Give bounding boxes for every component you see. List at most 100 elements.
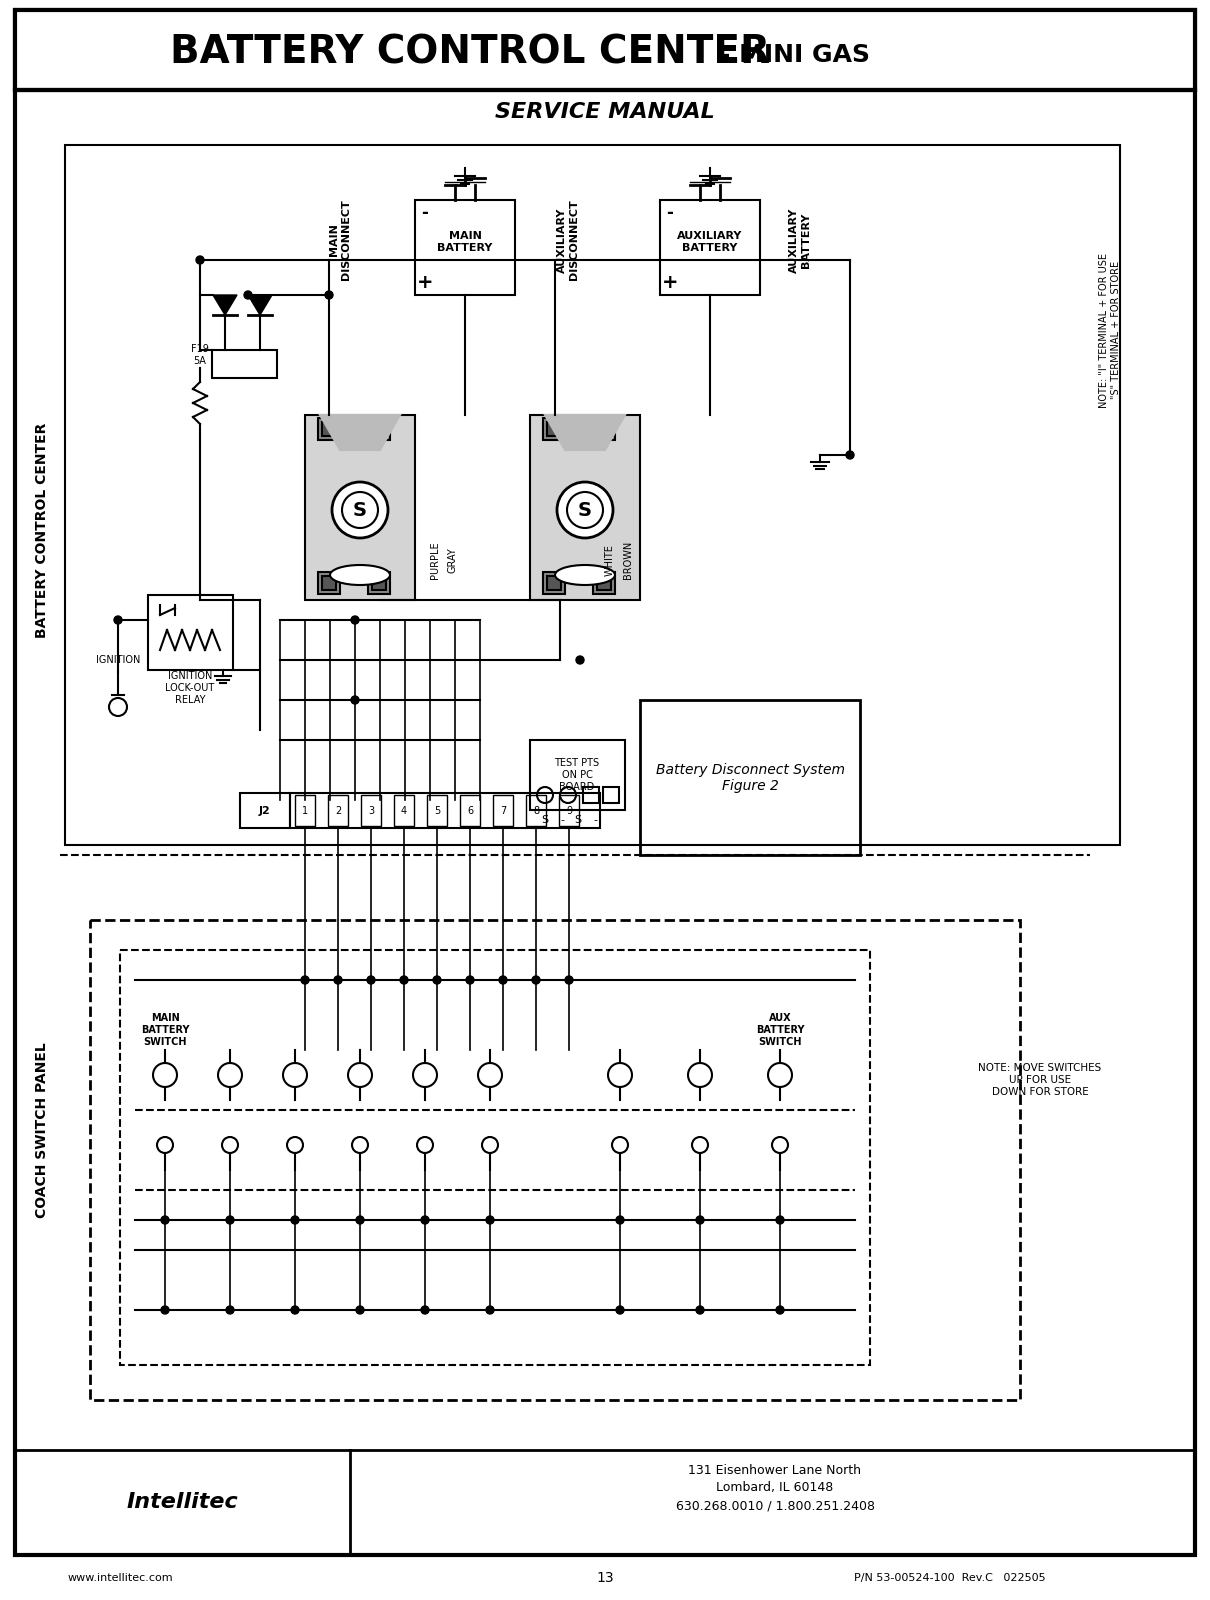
Text: +: + (416, 274, 433, 293)
Text: S: S (575, 814, 582, 826)
Circle shape (401, 976, 408, 984)
Text: Lombard, IL 60148: Lombard, IL 60148 (716, 1482, 834, 1494)
Text: IGNITION: IGNITION (96, 654, 140, 666)
Text: BROWN: BROWN (623, 541, 633, 579)
Polygon shape (248, 294, 272, 315)
Circle shape (696, 1306, 704, 1314)
Bar (583, 787, 599, 803)
Bar (371, 576, 386, 590)
Text: NOTE: MOVE SWITCHES
UP FOR USE
DOWN FOR STORE: NOTE: MOVE SWITCHES UP FOR USE DOWN FOR … (979, 1064, 1101, 1096)
Bar (640, 701, 860, 854)
Text: 13: 13 (597, 1571, 613, 1586)
Circle shape (334, 976, 342, 984)
Circle shape (576, 656, 584, 664)
Bar (460, 795, 480, 826)
Circle shape (290, 1216, 299, 1224)
Bar (427, 795, 446, 826)
Bar (543, 418, 565, 440)
Circle shape (557, 482, 613, 538)
Text: 9: 9 (566, 806, 572, 816)
Circle shape (696, 1216, 704, 1224)
Circle shape (356, 1306, 364, 1314)
Bar (322, 576, 336, 590)
Circle shape (776, 1306, 784, 1314)
Bar (526, 795, 546, 826)
Text: PURPLE: PURPLE (430, 541, 440, 579)
Circle shape (226, 1306, 234, 1314)
Bar (290, 794, 600, 829)
Bar (394, 795, 414, 826)
Text: -: - (593, 814, 597, 826)
Bar (659, 200, 760, 294)
Text: 2: 2 (335, 806, 341, 816)
Circle shape (351, 616, 359, 624)
Polygon shape (319, 414, 401, 450)
Circle shape (466, 976, 474, 984)
Bar (318, 573, 340, 594)
Bar (120, 950, 870, 1365)
Text: 7: 7 (500, 806, 506, 816)
Text: MAIN
DISCONNECT: MAIN DISCONNECT (329, 200, 351, 280)
Polygon shape (544, 414, 626, 450)
Circle shape (367, 976, 375, 984)
Text: COACH SWITCH PANEL: COACH SWITCH PANEL (35, 1042, 48, 1218)
Bar (593, 418, 615, 440)
Circle shape (161, 1216, 169, 1224)
Text: S: S (353, 501, 367, 520)
Text: AUXILIARY
BATTERY: AUXILIARY BATTERY (789, 208, 811, 272)
Text: 4: 4 (401, 806, 407, 816)
Circle shape (356, 1216, 364, 1224)
Text: IGNITION
LOCK-OUT
RELAY: IGNITION LOCK-OUT RELAY (166, 672, 214, 704)
Bar (90, 920, 1020, 1400)
Ellipse shape (555, 565, 615, 586)
Circle shape (161, 1306, 169, 1314)
Circle shape (421, 1216, 430, 1224)
Bar (361, 795, 381, 826)
Circle shape (301, 976, 309, 984)
Circle shape (196, 256, 204, 264)
Text: BATTERY CONTROL CENTER: BATTERY CONTROL CENTER (169, 34, 770, 72)
Circle shape (290, 1306, 299, 1314)
Bar (15, 1450, 1195, 1555)
Bar (371, 422, 386, 435)
Bar (559, 795, 580, 826)
Ellipse shape (330, 565, 390, 586)
Text: AUXILIARY
BATTERY: AUXILIARY BATTERY (678, 230, 743, 253)
Bar (530, 414, 640, 600)
Circle shape (532, 976, 540, 984)
Bar (368, 573, 390, 594)
Bar (305, 414, 415, 600)
Text: Battery Disconnect System
Figure 2: Battery Disconnect System Figure 2 (656, 763, 845, 794)
Text: BATTERY CONTROL CENTER: BATTERY CONTROL CENTER (35, 422, 48, 638)
Circle shape (421, 1306, 430, 1314)
Bar (318, 418, 340, 440)
Bar (603, 787, 620, 803)
Text: MAIN
BATTERY
SWITCH: MAIN BATTERY SWITCH (140, 1013, 189, 1046)
Text: -: - (667, 203, 674, 222)
Circle shape (499, 976, 507, 984)
Text: 131 Eisenhower Lane North: 131 Eisenhower Lane North (688, 1464, 862, 1477)
Polygon shape (213, 294, 237, 315)
Bar (492, 795, 513, 826)
Text: P/N 53-00524-100  Rev.C   022505: P/N 53-00524-100 Rev.C 022505 (854, 1573, 1045, 1582)
Bar (530, 739, 626, 810)
Text: www.intellitec.com: www.intellitec.com (68, 1573, 173, 1582)
Text: 630.268.0010 / 1.800.251.2408: 630.268.0010 / 1.800.251.2408 (675, 1499, 875, 1512)
Circle shape (616, 1216, 624, 1224)
Circle shape (114, 616, 122, 624)
Text: MAIN
BATTERY: MAIN BATTERY (437, 230, 492, 253)
Bar (597, 422, 611, 435)
Circle shape (565, 976, 574, 984)
Text: +: + (662, 274, 679, 293)
Bar (415, 200, 515, 294)
Circle shape (332, 482, 388, 538)
Text: GRAY: GRAY (448, 547, 459, 573)
Bar (240, 794, 290, 829)
Text: NOTE: "I" TERMINAL + FOR USE
"S" TERMINAL + FOR STORE: NOTE: "I" TERMINAL + FOR USE "S" TERMINA… (1099, 253, 1120, 408)
Circle shape (325, 291, 333, 299)
Text: 6: 6 (467, 806, 473, 816)
Circle shape (776, 1216, 784, 1224)
Circle shape (351, 696, 359, 704)
Text: Intellitec: Intellitec (126, 1491, 238, 1512)
Text: 5: 5 (434, 806, 440, 816)
